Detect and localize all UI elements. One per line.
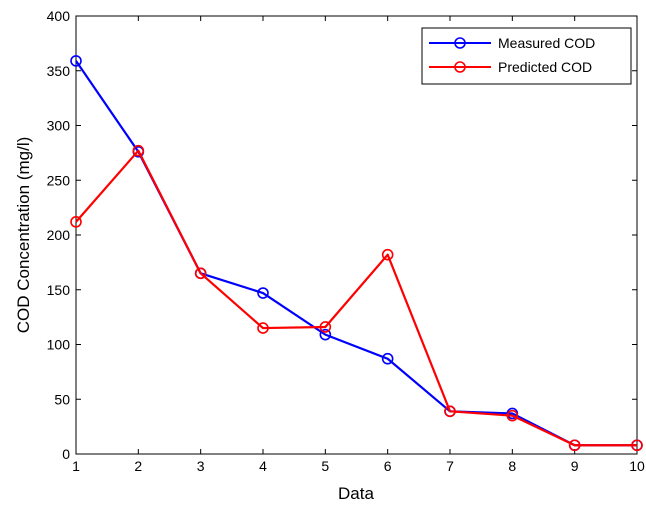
legend: Measured COD Predicted COD bbox=[421, 27, 632, 85]
y-tick-label: 350 bbox=[47, 63, 71, 79]
series-predicted-cod bbox=[70, 144, 643, 452]
x-tick-label: 1 bbox=[72, 458, 80, 474]
data-point bbox=[70, 216, 82, 228]
legend-box bbox=[421, 27, 632, 85]
legend-marker-predicted bbox=[454, 61, 466, 73]
data-point bbox=[631, 439, 643, 452]
x-tick-labels: 1 2 3 4 5 6 7 8 9 10 bbox=[72, 458, 645, 474]
data-point bbox=[319, 328, 332, 341]
y-tick-label: 400 bbox=[47, 8, 71, 24]
data-point bbox=[506, 409, 519, 422]
legend-marker-measured bbox=[454, 37, 466, 49]
data-point bbox=[381, 248, 394, 261]
axis-ticks bbox=[75, 15, 638, 455]
x-tick-label: 6 bbox=[384, 458, 392, 474]
x-tick-label: 5 bbox=[321, 458, 329, 474]
y-tick-label: 200 bbox=[47, 227, 71, 243]
data-point bbox=[70, 55, 82, 67]
plot-area bbox=[75, 15, 638, 455]
data-point bbox=[257, 322, 269, 334]
y-tick-label: 300 bbox=[47, 118, 71, 134]
x-tick-label: 7 bbox=[446, 458, 454, 474]
data-point bbox=[257, 287, 269, 299]
x-tick-label: 10 bbox=[629, 458, 645, 474]
data-point bbox=[132, 144, 145, 157]
y-tick-label: 50 bbox=[54, 391, 70, 407]
legend-label-predicted: Predicted COD bbox=[498, 59, 592, 75]
data-point bbox=[319, 321, 332, 333]
y-tick-labels: 0 50 100 150 200 250 300 350 400 bbox=[47, 8, 71, 462]
series-line bbox=[75, 149, 637, 447]
data-point bbox=[194, 267, 207, 280]
y-tick-label: 250 bbox=[47, 172, 71, 188]
y-tick-label: 100 bbox=[47, 337, 71, 353]
x-tick-label: 2 bbox=[134, 458, 142, 474]
y-axis-label: COD Concentration (mg/l) bbox=[14, 137, 33, 334]
x-tick-label: 4 bbox=[259, 458, 267, 474]
x-axis-label: Data bbox=[338, 484, 374, 503]
data-point bbox=[568, 439, 581, 452]
x-tick-label: 9 bbox=[571, 458, 579, 474]
y-tick-label: 150 bbox=[47, 282, 71, 298]
y-tick-label: 0 bbox=[62, 446, 70, 462]
series-layer bbox=[70, 55, 643, 452]
x-tick-label: 8 bbox=[508, 458, 516, 474]
x-tick-label: 3 bbox=[197, 458, 205, 474]
legend-label-measured: Measured COD bbox=[498, 35, 595, 51]
data-point bbox=[381, 352, 394, 365]
data-point bbox=[444, 405, 456, 418]
